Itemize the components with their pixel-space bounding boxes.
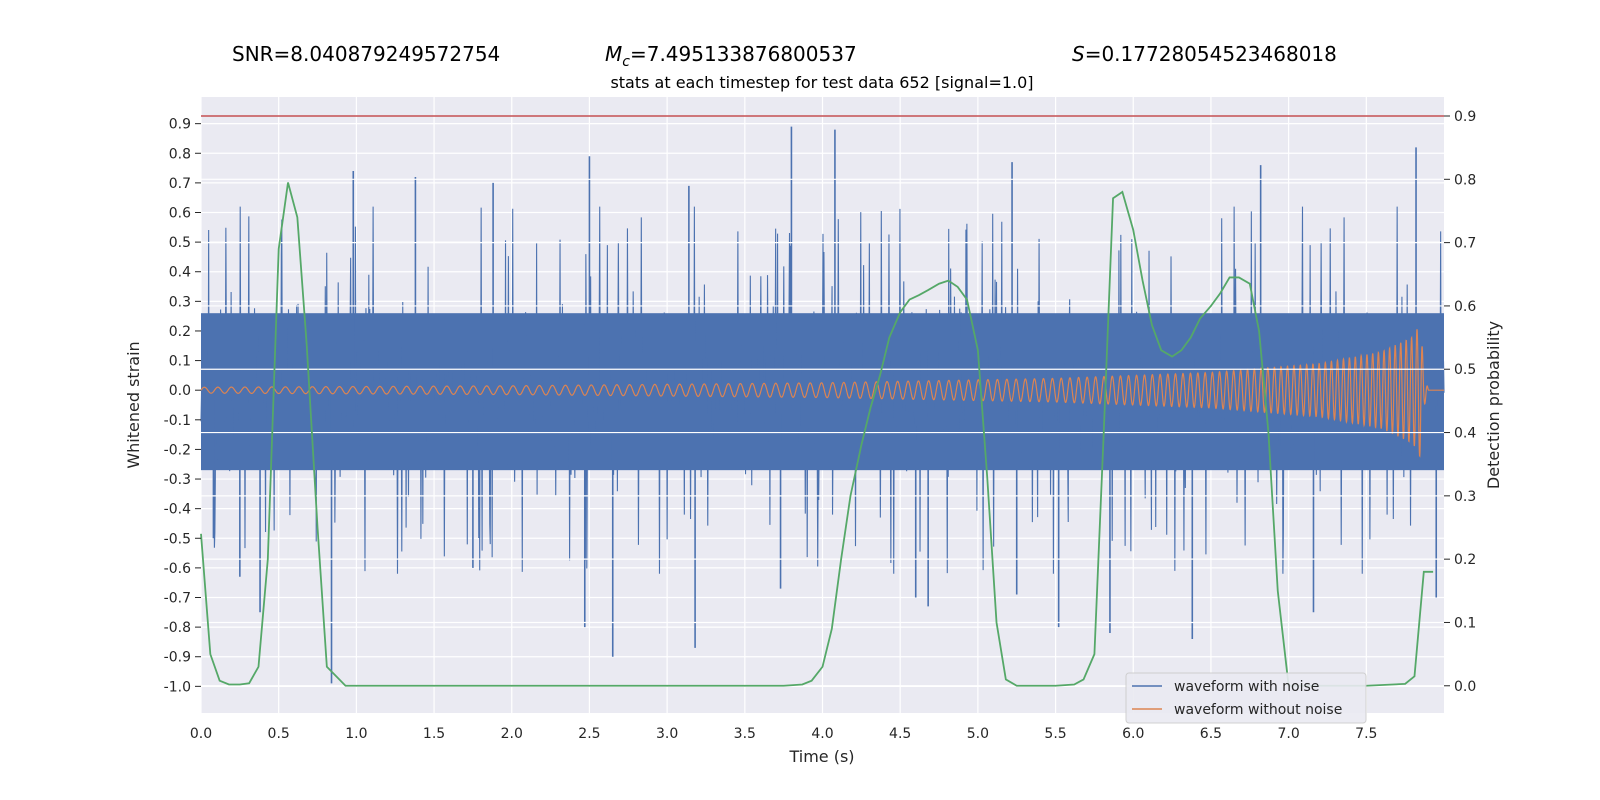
clean-waveform-series (200, 329, 1444, 458)
detection-probability-line (200, 182, 1434, 687)
x-tick-label: 7.0 (1277, 726, 1299, 742)
x-tick-label: 2.0 (501, 726, 523, 742)
y-axis-ticks: 0.9 0.8 0.7 0.6 0.5 0.4 0.3 0.2 0.1 0.0 -0.1 -0.2 -0… (164, 117, 201, 695)
x-tick-label: 1.5 (423, 726, 445, 742)
chirp-mass-header: Mc=7.495133876800537 (605, 42, 857, 70)
x-tick-label: 6.5 (1200, 726, 1222, 742)
x-tick-label: 4.5 (889, 726, 911, 742)
y-tick-label: 0.4 (169, 265, 191, 281)
snr-header: SNR=8.040879249572754 (232, 42, 500, 66)
y-tick-label: 0.8 (169, 146, 191, 162)
y-axis-label: Whitened strain (124, 341, 143, 468)
y-tick-label: -0.7 (164, 591, 191, 607)
right-tick-label: 0.1 (1454, 615, 1476, 631)
y-tick-label: -0.4 (164, 502, 191, 518)
noisy-waveform-series (200, 126, 1445, 684)
noise-trace (200, 206, 1445, 574)
x-tick-label: 2.5 (578, 726, 600, 742)
y-tick-label: 0.9 (169, 117, 191, 133)
x-axis-ticks: 0.0 0.5 1.0 1.5 2.0 2.5 3.0 3.5 4.0 4.5 5.0 5.5 6.0 6… (190, 726, 1378, 742)
y-tick-label: -0.3 (164, 472, 191, 488)
x-tick-label: 1.0 (345, 726, 367, 742)
right-tick-label: 0.7 (1454, 236, 1476, 252)
y-tick-label: -0.6 (164, 561, 191, 577)
y-tick-label: 0.7 (169, 176, 191, 192)
detection-probability-series (200, 182, 1434, 687)
y-tick-label: 0.3 (169, 294, 191, 310)
legend-label-noisy: waveform with noise (1174, 679, 1319, 695)
x-tick-label: 6.0 (1122, 726, 1144, 742)
chirp-mass-subscript: c (622, 54, 630, 70)
legend-box (1125, 672, 1367, 724)
x-tick-label: 5.5 (1044, 726, 1066, 742)
y-tick-label: -0.1 (164, 413, 191, 429)
y-tick-label: 0.6 (169, 206, 191, 222)
x-tick-label: 0.5 (268, 726, 290, 742)
chirp-mass-value: =7.495133876800537 (630, 42, 857, 66)
right-tick-label: 0.6 (1454, 299, 1476, 315)
spin-value: =0.17728054523468018 (1085, 42, 1337, 66)
y-tick-label: -0.8 (164, 620, 191, 636)
right-tick-label: 0.5 (1454, 362, 1476, 378)
right-tick-label: 0.0 (1454, 679, 1476, 695)
x-tick-label: 3.0 (656, 726, 678, 742)
right-tick-label: 0.8 (1454, 172, 1476, 188)
spin-header: S=0.17728054523468018 (1072, 42, 1337, 66)
x-tick-label: 7.5 (1355, 726, 1377, 742)
clean-waveform-line (200, 329, 1444, 458)
x-tick-label: 3.5 (734, 726, 756, 742)
y-tick-label: 0.1 (169, 354, 191, 370)
right-tick-label: 0.4 (1454, 426, 1476, 442)
x-tick-label: 4.0 (811, 726, 833, 742)
right-y-axis-label: Detection probability (1484, 321, 1503, 489)
y-tick-label: 0.0 (169, 383, 191, 399)
x-tick-label: 5.0 (967, 726, 989, 742)
chart-title: stats at each timestep for test data 652… (610, 73, 1033, 92)
right-tick-label: 0.2 (1454, 552, 1476, 568)
legend: waveform with noise waveform without noi… (1125, 672, 1367, 724)
right-tick-label: 0.9 (1454, 109, 1476, 125)
chirp-mass-symbol: M (605, 42, 622, 66)
right-tick-label: 0.3 (1454, 489, 1476, 505)
y-tick-label: -0.5 (164, 531, 191, 547)
right-axis-ticks: 0.9 0.8 0.7 0.6 0.5 0.4 0.3 0.2 0.1 0.0 (1444, 109, 1476, 695)
y-tick-label: 0.5 (169, 235, 191, 251)
x-tick-label: 0.0 (190, 726, 212, 742)
y-tick-label: -0.9 (164, 650, 191, 666)
spin-symbol: S (1072, 42, 1085, 66)
legend-label-clean: waveform without noise (1174, 702, 1342, 718)
y-tick-label: 0.2 (169, 324, 191, 340)
x-axis-label: Time (s) (788, 747, 854, 766)
y-tick-label: -1.0 (164, 679, 191, 695)
y-tick-label: -0.2 (164, 442, 191, 458)
